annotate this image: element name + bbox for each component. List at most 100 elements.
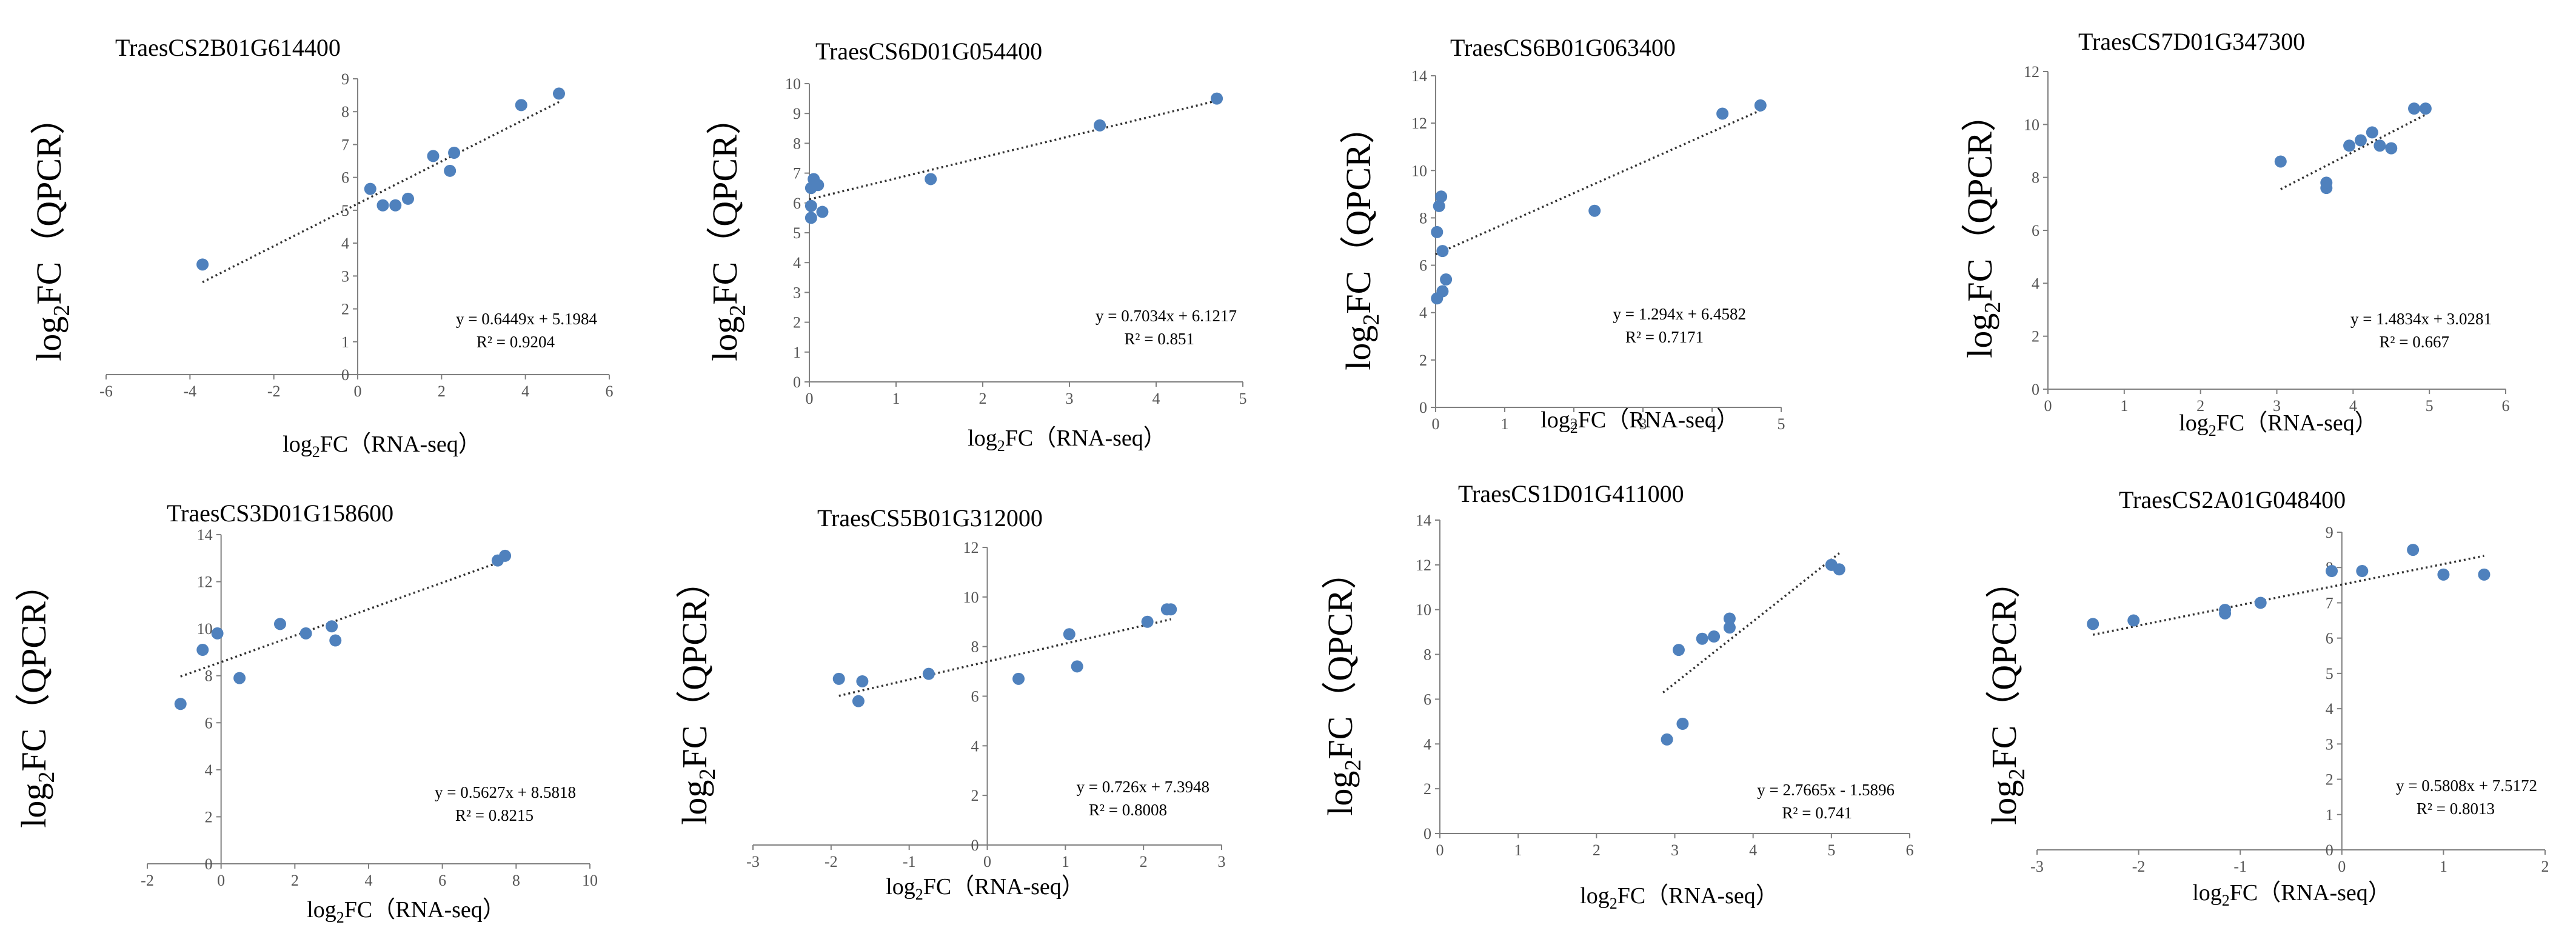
y-axis-label-log: log [1320,771,1360,816]
x-axis-label: log2FC（RNA-seq） [968,426,1166,455]
data-point [2320,176,2333,189]
y-axis-label-log: log [1984,780,2024,825]
data-point [1754,99,1767,112]
data-point [1661,733,1673,746]
x-tick-label: 1 [2120,397,2128,415]
x-axis-label-log: log [307,897,336,923]
y-axis-label: log2FC（QPCR） [29,99,75,361]
y-axis-label-sub: 2 [1340,760,1366,771]
chart-title: TraesCS5B01G312000 [817,504,1043,532]
y-tick-label: 8 [971,638,979,656]
data-point [1063,628,1076,641]
data-point [2354,134,2367,147]
data-point [852,695,865,707]
data-point [274,618,286,630]
data-point [211,627,224,640]
data-point [1672,644,1685,656]
x-tick-label: 2 [291,872,299,889]
y-tick-label: 14 [1416,512,1431,529]
x-axis-label-rest: FC（RNA-seq） [2216,410,2378,436]
x-tick-label: 2 [1140,853,1148,870]
x-tick-label: 2 [438,382,446,400]
data-point [402,192,414,205]
data-point [816,205,829,218]
regression-equation: y = 2.7665x - 1.5896 [1757,781,1895,799]
y-tick-label: 8 [793,135,801,152]
x-axis-label-log: log [968,426,997,451]
data-point [1696,632,1708,645]
x-tick-label: 0 [1432,415,1440,433]
regression-equation: y = 0.6449x + 5.1984 [456,310,597,328]
data-point [1141,615,1154,628]
x-tick-label: 6 [1906,841,1914,859]
data-point [2385,142,2398,155]
chart-title: TraesCS6B01G063400 [1450,34,1676,61]
r-squared: R² = 0.741 [1782,804,1852,822]
x-tick-label: 1 [892,390,900,407]
data-point [499,549,512,562]
regression-equation: y = 0.726x + 7.3948 [1077,778,1209,796]
y-tick-label: 12 [1411,115,1427,132]
y-tick-label: 6 [1423,690,1431,708]
data-point [2219,604,2232,616]
data-point [1071,660,1083,673]
y-tick-label: 0 [1423,825,1431,843]
x-tick-label: -4 [183,382,196,400]
data-point [1211,92,1223,105]
data-point [196,644,209,656]
data-point [448,147,461,159]
x-axis-label-sub: 2 [1570,419,1578,436]
y-axis-label: log2FC（QPCR） [705,99,751,361]
trendline [1435,109,1761,256]
data-point [389,199,402,212]
regression-equation: y = 0.5808x + 7.5172 [2396,777,2537,795]
y-tick-label: 2 [1423,780,1431,798]
x-axis-label: log2FC（RNA-seq） [2192,880,2391,909]
x-tick-label: 0 [983,853,991,870]
y-tick-label: 5 [2326,665,2333,683]
data-point [1723,621,1736,634]
x-tick-label: 4 [2349,397,2357,415]
trendline [202,101,560,284]
x-tick-label: -2 [267,382,281,400]
x-tick-label: 1 [1514,841,1522,859]
y-tick-label: 6 [341,169,349,187]
x-tick-label: 0 [2338,858,2346,875]
r-squared: R² = 0.8215 [455,806,534,824]
x-tick-label: 5 [1239,390,1247,407]
x-tick-label: 0 [1436,841,1444,859]
x-axis-label-log: log [1541,407,1570,433]
y-tick-label: 2 [971,787,979,804]
x-axis-label-sub: 2 [915,886,923,903]
x-tick-label: 8 [512,872,520,889]
y-axis-label-log: log [1960,313,1999,358]
data-point [2366,126,2378,139]
x-tick-label: 2 [2541,858,2549,875]
data-point [2374,139,2386,152]
y-axis-label: log2FC（QPCR） [14,566,59,828]
data-point [922,667,935,680]
data-point [376,199,389,212]
y-tick-label: 1 [2326,806,2333,824]
x-tick-label: 0 [806,390,814,407]
y-tick-label: 10 [1411,162,1427,179]
x-tick-label: -2 [2132,858,2146,875]
y-tick-label: 3 [341,267,349,285]
chart-title: TraesCS7D01G347300 [2078,28,2305,55]
data-point [427,150,440,162]
y-tick-label: 2 [341,301,349,318]
regression-equation: y = 0.5627x + 8.5818 [435,783,576,801]
data-point [1676,718,1689,730]
y-tick-label: 5 [793,224,801,242]
data-point [174,698,187,710]
y-tick-label: 0 [971,837,979,854]
data-point [832,672,845,685]
regression-equation: y = 0.7034x + 6.1217 [1096,307,1237,325]
x-axis-label: log2FC（RNA-seq） [1541,407,1739,436]
y-axis-label-sub: 2 [1359,314,1384,326]
y-tick-label: 8 [1419,209,1427,227]
x-tick-label: 6 [606,382,614,400]
y-tick-label: 14 [1411,67,1427,85]
